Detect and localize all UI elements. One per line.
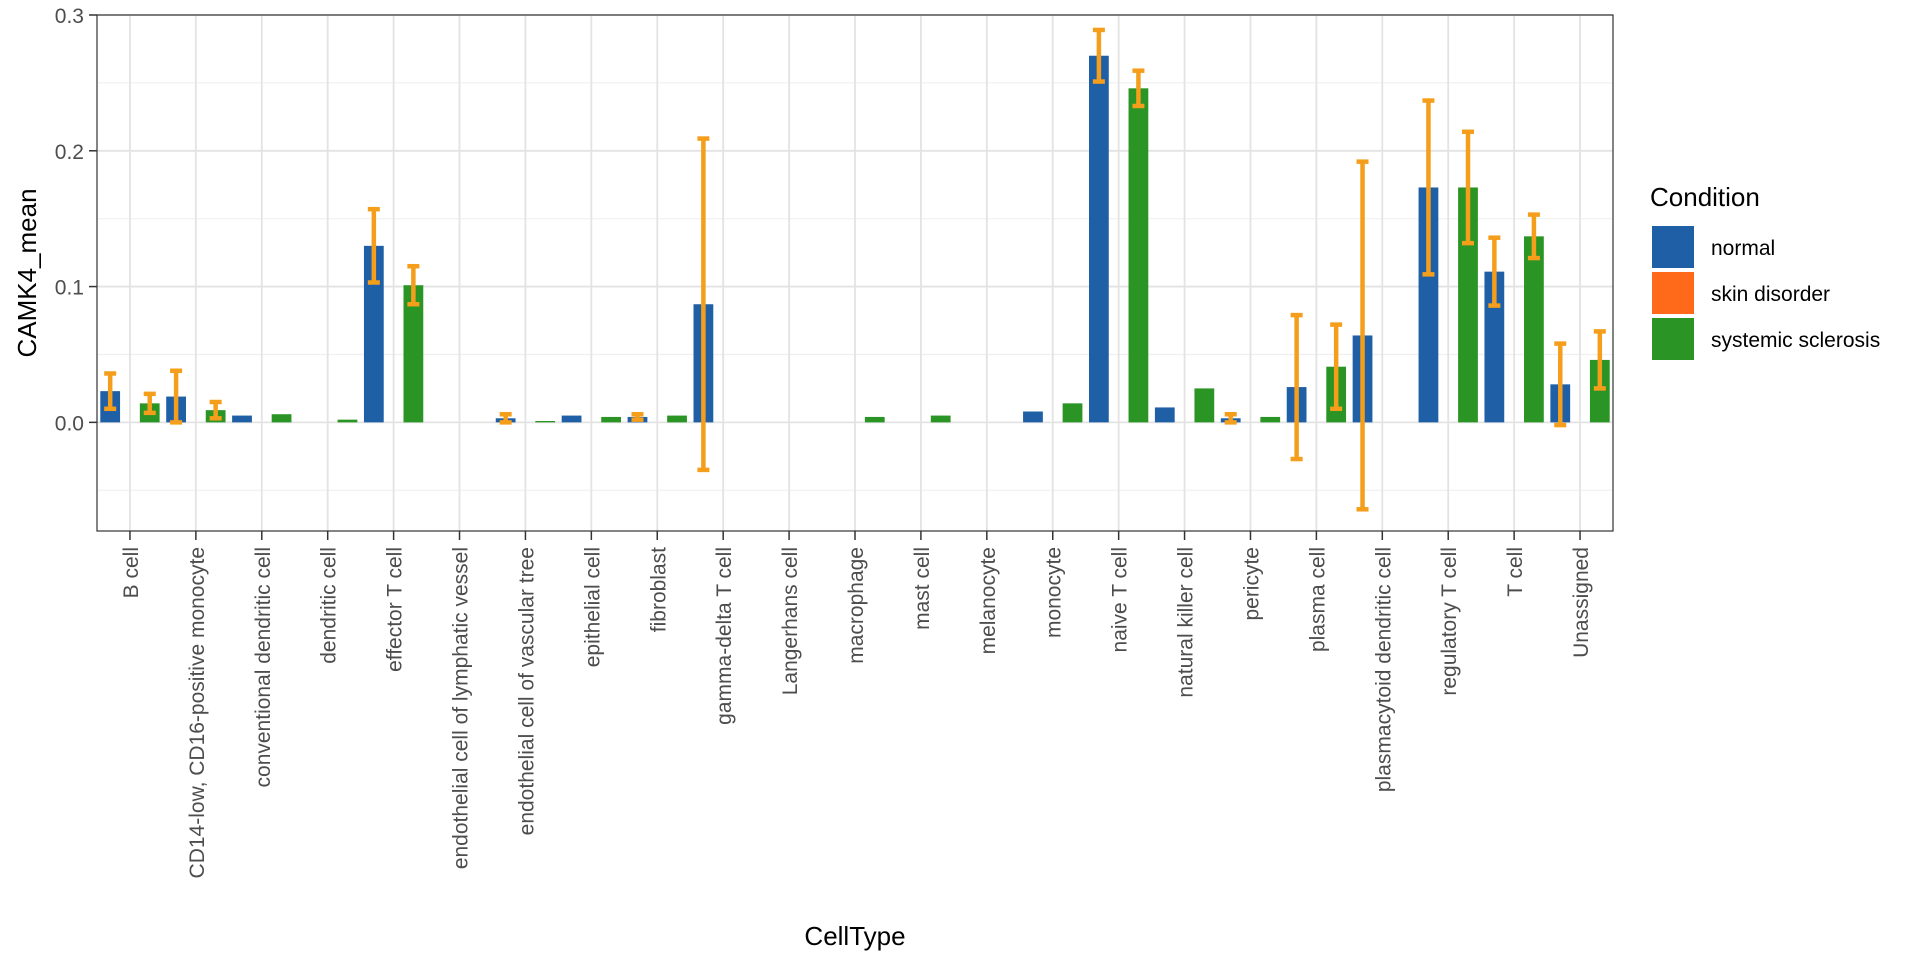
error-bar — [631, 411, 644, 422]
error-bar — [1527, 212, 1540, 261]
x-tick-label: melanocyte — [977, 547, 1000, 654]
error-bar — [1461, 129, 1474, 246]
error-bar — [1422, 98, 1435, 277]
legend-title: Condition — [1650, 182, 1760, 212]
y-axis-title: CAMK4_mean — [12, 188, 42, 357]
legend-label: normal — [1711, 237, 1775, 260]
bar — [1484, 271, 1505, 423]
y-tick-label: 0.0 — [55, 412, 84, 435]
error-bar — [367, 206, 380, 285]
bar — [1589, 359, 1610, 423]
y-tick-label: 0.2 — [55, 141, 84, 164]
error-bar — [1092, 27, 1105, 84]
x-tick-label: epithelial cell — [581, 547, 604, 667]
x-tick-label: dendritic cell — [318, 547, 341, 664]
x-tick-label: natural killer cell — [1175, 547, 1198, 698]
bar — [535, 421, 556, 423]
bar — [1062, 403, 1083, 423]
error-bar — [499, 411, 512, 425]
axis-layer: 0.0 0.1 0.2 0.3 B cell CD14-low, CD16-positiv… — [55, 5, 1593, 878]
error-bar — [1330, 322, 1343, 412]
x-tick-label: naive T cell — [1109, 547, 1132, 652]
error-bar — [407, 263, 420, 307]
y-tick-label: 0.1 — [55, 277, 84, 300]
error-bar-layer — [104, 27, 1606, 512]
x-axis-title: CellType — [804, 921, 905, 951]
legend-key — [1652, 318, 1694, 360]
bar — [232, 415, 252, 423]
x-tick-label: gamma-delta T cell — [713, 547, 736, 725]
x-tick-label: mast cell — [911, 547, 934, 630]
error-bar — [170, 368, 183, 425]
bar — [1088, 55, 1109, 423]
bar — [1418, 187, 1439, 423]
x-tick-label: T cell — [1504, 547, 1527, 597]
error-bar — [1290, 312, 1303, 462]
error-bar — [1132, 68, 1145, 109]
bar — [363, 245, 384, 423]
bar — [561, 415, 582, 423]
y-tick-label: 0.3 — [55, 5, 84, 28]
grid-layer — [97, 14, 1613, 531]
bar — [337, 419, 358, 423]
bar — [1154, 407, 1175, 423]
legend-label: skin disorder — [1711, 283, 1830, 306]
bar-layer — [100, 55, 1610, 423]
x-tick-label: monocyte — [1043, 547, 1066, 638]
bar — [667, 415, 687, 423]
error-bar — [697, 136, 710, 473]
x-tick-label: CD14-low, CD16-positive monocyte — [186, 547, 209, 878]
x-tick-label: Langerhans cell — [779, 547, 802, 695]
error-bar — [209, 399, 222, 421]
x-tick-label: Unassigned — [1570, 547, 1593, 658]
bar — [930, 415, 951, 423]
legend-key — [1652, 272, 1694, 314]
error-bar — [143, 391, 156, 416]
legend-label: systemic sclerosis — [1711, 329, 1880, 352]
x-tick-label: plasmacytoid dendritic cell — [1372, 547, 1395, 792]
x-tick-label: regulatory T cell — [1438, 547, 1461, 696]
legend: Condition normal skin disorder systemic sc… — [1650, 182, 1880, 360]
x-tick-label: effector T cell — [384, 547, 407, 672]
bar — [403, 285, 424, 423]
x-tick-label: plasma cell — [1306, 547, 1329, 652]
x-tick-label: macrophage — [845, 547, 868, 664]
bar — [1458, 187, 1478, 423]
x-tick-label: pericyte — [1240, 547, 1263, 621]
bar — [1524, 236, 1544, 423]
x-tick-label: endothelial cell of lymphatic vessel — [450, 547, 473, 869]
error-bar — [1356, 159, 1369, 512]
x-tick-label: B cell — [120, 547, 143, 598]
error-bar — [1554, 341, 1567, 428]
bar — [601, 416, 622, 423]
bar — [1128, 88, 1149, 423]
legend-key — [1652, 226, 1694, 268]
bar — [1194, 388, 1215, 423]
x-tick-label: conventional dendritic cell — [252, 547, 275, 787]
bar — [1260, 416, 1281, 423]
bar — [864, 416, 885, 423]
error-bar — [1593, 329, 1606, 391]
bar — [271, 414, 292, 423]
error-bar — [1224, 411, 1237, 425]
error-bar — [104, 371, 117, 412]
x-tick-label: fibroblast — [647, 547, 670, 632]
x-tick-label: endothelial cell of vascular tree — [515, 547, 538, 835]
bar — [1023, 411, 1043, 423]
error-bar — [1488, 235, 1501, 308]
